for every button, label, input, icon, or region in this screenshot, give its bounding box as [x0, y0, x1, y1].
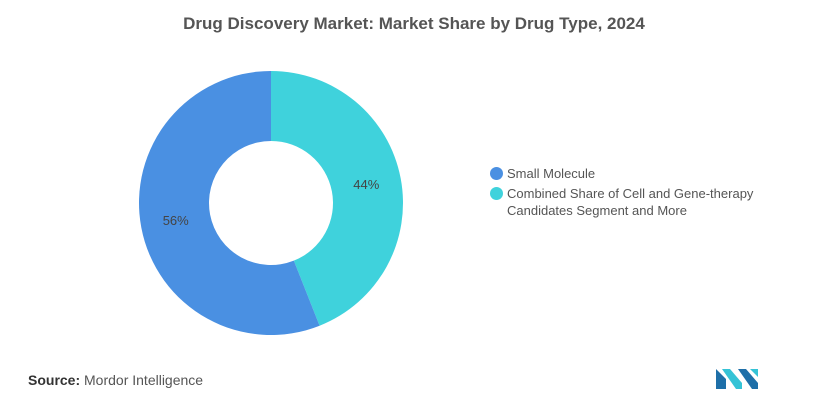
donut-slice-small-molecule[interactable]	[139, 71, 320, 335]
data-label-cell-gene-therapy: 44%	[353, 177, 379, 192]
legend-item-cell-gene-therapy[interactable]: Combined Share of Cell and Gene-therapy …	[490, 185, 810, 219]
legend-label-small-molecule: Small Molecule	[507, 166, 596, 181]
donut-slice-cell-gene-therapy[interactable]	[271, 71, 404, 326]
source-note: Source: Mordor Intelligence	[28, 372, 203, 388]
logo-mid-stroke	[722, 369, 742, 389]
legend-label-cell-gene-therapy: Combined Share of Cell and Gene-therapy …	[507, 186, 754, 218]
chart-title: Drug Discovery Market: Market Share by D…	[183, 14, 645, 33]
donut-chart: 44% 56%	[139, 71, 404, 335]
legend-swatch-small-molecule	[490, 167, 503, 180]
source-label: Source:	[28, 372, 81, 388]
legend-item-small-molecule[interactable]: Small Molecule	[490, 165, 810, 182]
logo-left-stroke	[716, 369, 726, 389]
mordor-intelligence-logo-icon	[716, 369, 758, 389]
logo-right-stroke	[738, 369, 758, 389]
legend-swatch-cell-gene-therapy	[490, 187, 503, 200]
chart-legend: Small Molecule Combined Share of Cell an…	[490, 165, 810, 222]
data-label-small-molecule: 56%	[163, 213, 189, 228]
source-text: Mordor Intelligence	[84, 372, 204, 388]
logo-right-post	[750, 369, 758, 377]
